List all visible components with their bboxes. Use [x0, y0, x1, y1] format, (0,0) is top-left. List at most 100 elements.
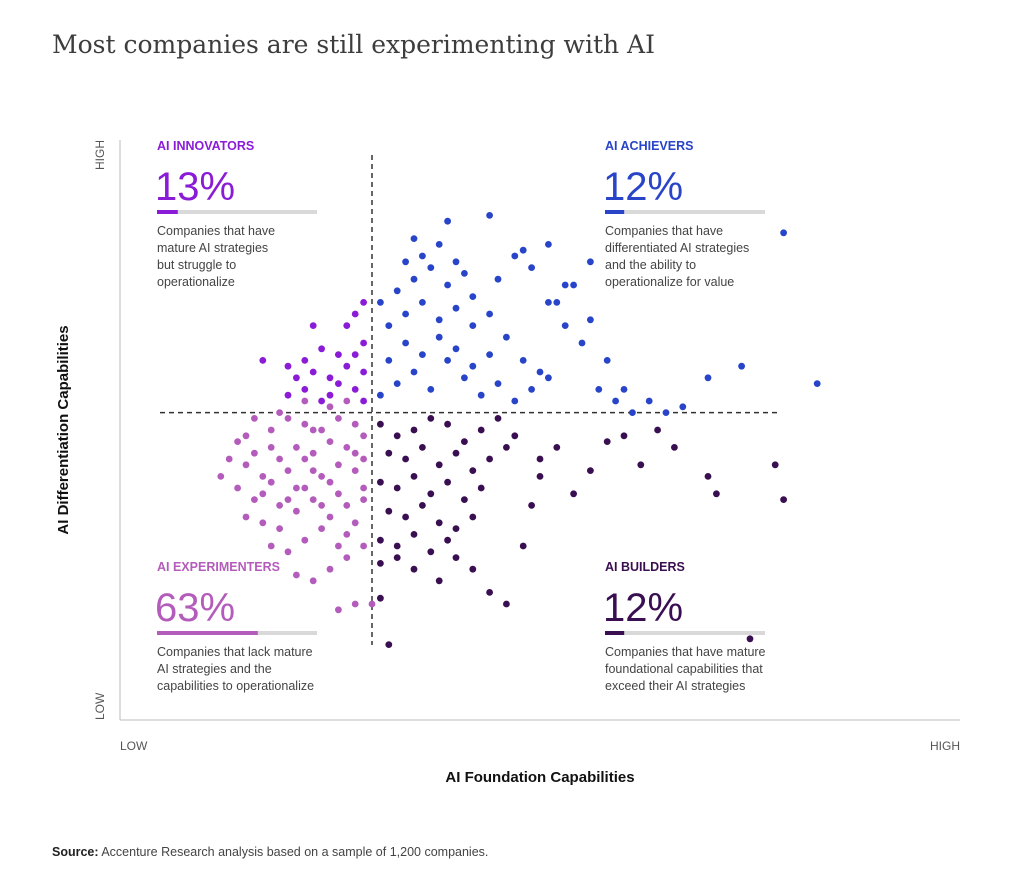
data-point-ai-achievers: [377, 299, 384, 306]
share-bar-fill: [157, 631, 258, 635]
data-point-ai-builders: [713, 490, 720, 498]
data-point-ai-innovators: [351, 386, 359, 393]
data-point-ai-builders: [486, 455, 493, 463]
data-point-ai-builders: [587, 467, 594, 474]
y-tick-label-high: HIGH: [93, 140, 107, 170]
data-point-ai-experimenters: [318, 473, 325, 480]
data-point-ai-builders: [570, 490, 577, 498]
data-point-ai-builders: [536, 473, 544, 480]
data-point-ai-builders: [377, 594, 384, 602]
data-point-ai-builders: [553, 444, 561, 451]
data-point-ai-builders: [452, 449, 460, 457]
data-point-ai-achievers: [452, 258, 460, 266]
quadrant-description-line: and the ability to: [605, 258, 696, 272]
data-point-ai-builders: [393, 432, 401, 440]
data-point-ai-experimenters: [343, 502, 351, 509]
data-point-ai-achievers: [486, 310, 493, 318]
quadrant-percent: 12%: [603, 165, 683, 209]
quadrant-label: AI EXPERIMENTERS: [157, 560, 280, 574]
data-point-ai-achievers: [477, 391, 485, 399]
data-point-ai-achievers: [486, 351, 493, 358]
data-point-ai-achievers: [410, 275, 418, 283]
data-point-ai-achievers: [444, 217, 451, 225]
data-point-ai-experimenters: [360, 432, 367, 440]
data-point-ai-achievers: [444, 357, 451, 364]
data-point-ai-achievers: [780, 229, 787, 237]
data-point-ai-experimenters: [259, 490, 267, 498]
data-point-ai-achievers: [393, 380, 401, 387]
quadrant-scatter-chart: LOW HIGH AI Foundation Capabilities HIGH LOW…: [55, 139, 960, 786]
share-bar-fill: [157, 210, 178, 214]
data-point-ai-experimenters: [251, 415, 258, 422]
data-point-ai-experimenters: [251, 449, 258, 457]
data-point-ai-innovators: [284, 391, 292, 399]
data-point-ai-builders: [637, 461, 645, 469]
data-point-ai-builders: [780, 496, 787, 503]
quadrant-description-line: exceed their AI strategies: [605, 679, 745, 693]
data-point-ai-achievers: [410, 368, 418, 376]
data-point-ai-experimenters: [234, 484, 242, 492]
data-point-ai-achievers: [511, 397, 519, 405]
share-bar-fill: [605, 210, 625, 214]
data-point-ai-achievers: [561, 281, 569, 289]
data-point-ai-achievers: [738, 362, 745, 370]
data-point-ai-experimenters: [259, 473, 267, 480]
quadrant-description-line: AI strategies and the: [157, 662, 272, 676]
data-point-ai-experimenters: [335, 606, 342, 614]
data-point-ai-builders: [511, 432, 519, 440]
data-point-ai-achievers: [545, 241, 552, 248]
data-point-ai-builders: [377, 420, 384, 428]
data-point-ai-builders: [393, 554, 401, 561]
data-point-ai-experimenters: [326, 478, 334, 486]
data-point-ai-builders: [385, 507, 393, 515]
data-point-ai-experimenters: [318, 502, 325, 509]
data-point-ai-builders: [435, 577, 443, 585]
data-point-ai-builders: [402, 455, 409, 463]
axes: LOW HIGH AI Foundation Capabilities HIGH LOW…: [55, 140, 960, 786]
quadrant-experimenters: AI EXPERIMENTERS 63% Companies that lack m…: [155, 560, 317, 693]
data-point-ai-achievers: [452, 345, 460, 353]
data-point-ai-experimenters: [326, 565, 334, 573]
data-point-ai-builders: [536, 455, 544, 463]
data-point-ai-achievers: [402, 339, 409, 347]
data-point-ai-innovators: [318, 345, 325, 353]
data-point-ai-achievers: [469, 322, 477, 329]
data-point-ai-achievers: [519, 357, 527, 364]
data-point-ai-innovators: [335, 380, 342, 387]
quadrant-builders: AI BUILDERS 12% Companies that have mature…: [603, 560, 766, 693]
data-point-ai-experimenters: [326, 403, 334, 411]
data-point-ai-achievers: [545, 299, 552, 306]
data-point-ai-experimenters: [284, 467, 292, 474]
source-label: Source:: [52, 845, 99, 859]
data-point-ai-achievers: [469, 293, 477, 300]
quadrant-percent: 13%: [155, 165, 235, 209]
data-point-ai-experimenters: [335, 490, 342, 498]
data-point-ai-achievers: [704, 374, 712, 382]
data-point-ai-achievers: [435, 241, 443, 248]
data-point-ai-builders: [452, 525, 460, 532]
data-point-ai-builders: [461, 438, 468, 445]
y-axis-title: AI Differentiation Capabilities: [55, 325, 72, 534]
data-point-ai-achievers: [435, 316, 443, 324]
data-point-ai-achievers: [419, 299, 426, 306]
data-point-ai-achievers: [377, 391, 384, 399]
data-point-ai-achievers: [612, 397, 619, 405]
data-point-ai-achievers: [629, 409, 636, 416]
data-point-ai-achievers: [595, 386, 603, 393]
data-point-ai-innovators: [309, 368, 317, 376]
data-point-ai-achievers: [528, 264, 535, 271]
data-point-ai-experimenters: [267, 542, 275, 550]
data-point-ai-builders: [519, 542, 527, 550]
data-point-ai-builders: [603, 438, 611, 445]
data-point-ai-builders: [377, 536, 384, 544]
data-point-ai-experimenters: [343, 397, 351, 405]
data-point-ai-builders: [410, 531, 418, 538]
quadrant-innovators: AI INNOVATORS 13% Companies that have matur…: [155, 139, 317, 289]
data-point-ai-builders: [620, 432, 628, 440]
data-point-ai-achievers: [402, 310, 409, 318]
data-point-ai-experimenters: [242, 461, 250, 469]
data-point-ai-builders: [469, 467, 477, 474]
data-point-ai-builders: [503, 600, 510, 608]
data-point-ai-experimenters: [351, 600, 359, 608]
data-point-ai-experimenters: [251, 496, 258, 503]
